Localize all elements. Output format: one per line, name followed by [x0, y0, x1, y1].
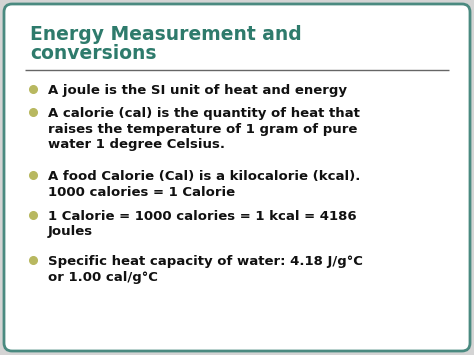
Text: A calorie (cal) is the quantity of heat that
raises the temperature of 1 gram of: A calorie (cal) is the quantity of heat …	[48, 107, 360, 151]
Text: Energy Measurement and: Energy Measurement and	[30, 25, 302, 44]
Text: Specific heat capacity of water: 4.18 J/g°C
or 1.00 cal/g°C: Specific heat capacity of water: 4.18 J/…	[48, 255, 363, 284]
FancyBboxPatch shape	[4, 4, 470, 351]
Text: A food Calorie (Cal) is a kilocalorie (kcal).
1000 calories = 1 Calorie: A food Calorie (Cal) is a kilocalorie (k…	[48, 170, 360, 198]
Text: 1 Calorie = 1000 calories = 1 kcal = 4186
Joules: 1 Calorie = 1000 calories = 1 kcal = 418…	[48, 210, 356, 239]
Text: conversions: conversions	[30, 44, 156, 63]
Text: A joule is the SI unit of heat and energy: A joule is the SI unit of heat and energ…	[48, 84, 347, 97]
